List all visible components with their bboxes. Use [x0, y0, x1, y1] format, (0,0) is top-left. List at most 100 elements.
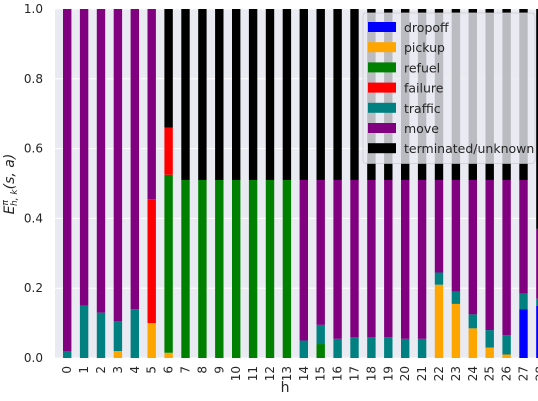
bar-segment-pickup [164, 352, 173, 358]
x-tick-label: 1 [77, 366, 91, 374]
bar-segment-terminated-unknown [265, 9, 275, 181]
bar-segment-terminated-unknown [181, 9, 190, 181]
bar-segment-terminated-unknown [215, 9, 224, 181]
bar-segment-move [401, 180, 410, 339]
bar-segment-move [96, 9, 106, 313]
x-tick-label: 5 [145, 366, 159, 374]
x-tick-label: 20 [398, 366, 412, 381]
bar-segment-terminated-unknown [299, 9, 308, 181]
x-tick-label: 22 [432, 366, 446, 381]
bar-segment-move [130, 9, 139, 310]
bar-segment-traffic [434, 272, 444, 285]
bar-segment-traffic [384, 337, 393, 358]
bar-segment-dropoff [519, 309, 528, 358]
x-tick-label: 12 [263, 366, 277, 381]
bar-segment-traffic [417, 338, 427, 358]
bar-segment-traffic [502, 335, 511, 355]
legend-box [362, 12, 536, 164]
bar-segment-traffic [367, 337, 376, 358]
x-tick-label: 6 [162, 366, 176, 374]
bar-segment-move [333, 180, 342, 339]
x-axis-label: h [281, 380, 290, 396]
y-tick-labels: 0.0 0.2 0.4 0.6 0.8 1.0 [24, 2, 43, 365]
bar-segment-refuel [164, 174, 173, 353]
bar-segment-refuel [232, 180, 241, 358]
x-tick-label: 4 [128, 366, 142, 374]
bar-segment-terminated-unknown [350, 9, 359, 181]
bar-segment-move [299, 180, 308, 341]
y-tick-label: 0.2 [24, 281, 43, 295]
bar-segment-dropoff [536, 305, 538, 358]
bar-segment-failure [164, 127, 173, 175]
legend-swatch [368, 62, 396, 73]
bar-segment-terminated-unknown [316, 9, 325, 181]
x-tick-label: 10 [229, 366, 243, 381]
x-tick-label: 14 [297, 366, 311, 381]
bar-segment-move [502, 180, 511, 336]
bar-segment-terminated-unknown [333, 9, 342, 181]
bar-segment-move [536, 228, 538, 299]
x-tick-label: 19 [381, 366, 395, 381]
legend-swatch [368, 102, 396, 113]
legend-label: failure [404, 81, 444, 96]
bar-segment-move [350, 180, 359, 338]
bar-segment-refuel [316, 344, 325, 358]
x-tick-label: 27 [517, 366, 531, 381]
bar-segment-traffic [63, 351, 72, 358]
x-tick-label: 16 [331, 366, 345, 381]
bar-segment-refuel [181, 180, 190, 358]
bar-segment-move [451, 180, 461, 292]
bar-segment-move [147, 9, 156, 200]
x-tick-label: 2 [94, 366, 108, 374]
bar-segment-move [79, 9, 89, 306]
legend-swatch [368, 42, 396, 53]
x-tick-label: 15 [314, 366, 328, 381]
bar-segment-refuel [248, 180, 258, 358]
x-tick-label: 7 [179, 366, 193, 374]
bar-segment-terminated-unknown [198, 9, 207, 181]
bar-segment-move [417, 180, 427, 339]
legend-label: pickup [404, 40, 445, 55]
bar-segment-move [367, 180, 376, 338]
bar-segment-pickup [468, 328, 477, 358]
x-tick-label: 9 [212, 366, 226, 374]
bar-segment-traffic [451, 291, 461, 304]
bar-segment-pickup [147, 323, 156, 358]
x-tick-label: 0 [60, 366, 74, 374]
bar-segment-terminated-unknown [536, 9, 538, 229]
bar-segment-terminated-unknown [164, 9, 173, 128]
x-tick-label: 18 [364, 366, 378, 381]
bar-segment-traffic [485, 330, 494, 348]
legend-label: move [404, 121, 439, 136]
bar-segment-traffic [333, 338, 342, 358]
bar-segment-pickup [434, 284, 444, 358]
x-tick-label: 21 [415, 366, 429, 381]
bar-segment-move [384, 180, 393, 338]
bar-segment-traffic [79, 305, 89, 358]
bar-segment-failure [147, 199, 156, 324]
bar-segment-pickup [485, 347, 494, 358]
bar-segment-traffic [468, 314, 477, 329]
bar-segment-move [113, 9, 123, 322]
x-tick-label: 17 [348, 366, 362, 381]
bar-segment-traffic [536, 298, 538, 306]
bar-segment-terminated-unknown [232, 9, 241, 181]
legend-label: dropoff [404, 20, 449, 35]
legend-swatch [368, 82, 396, 93]
x-tick-label: 13 [280, 366, 294, 381]
x-tick-label: 24 [466, 366, 480, 381]
x-tick-label: 23 [449, 366, 463, 381]
y-axis-label: Eπh, k(s, a) [1, 154, 20, 215]
y-tick-label: 1.0 [24, 2, 43, 16]
legend-swatch [368, 143, 396, 154]
bar-segment-pickup [113, 351, 123, 358]
bar-segment-refuel [198, 180, 207, 358]
bar-segment-traffic [401, 338, 410, 358]
bar-segment-traffic [130, 309, 139, 358]
bar-segment-refuel [265, 180, 275, 358]
bar-segment-move [468, 180, 477, 315]
bar-segment-refuel [282, 180, 292, 358]
bar-segment-traffic [519, 293, 528, 310]
bar-segment-traffic [96, 312, 106, 358]
legend-swatch [368, 123, 396, 133]
